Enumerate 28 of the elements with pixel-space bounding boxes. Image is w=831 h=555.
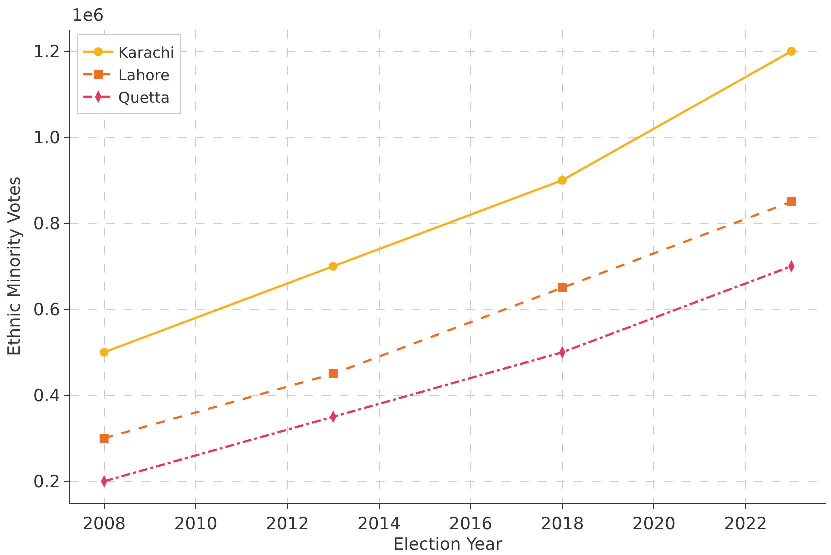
y-tick-label: 0.6 (33, 300, 60, 320)
point (558, 176, 568, 185)
point (100, 348, 109, 357)
x-tick-label: 2008 (82, 514, 126, 534)
x-tick-label: 2012 (266, 514, 310, 534)
y-tick-label: 0.4 (33, 386, 60, 406)
y-tick-label: 0.2 (33, 472, 60, 492)
legend-label: Quetta (118, 88, 170, 107)
legend-label: Karachi (118, 44, 175, 62)
point (787, 47, 796, 56)
y-tick-label: 0.8 (33, 214, 60, 234)
x-tick-label: 2018 (540, 514, 584, 534)
x-tick-label: 2022 (724, 514, 768, 534)
point (558, 284, 568, 292)
y-tick-label: 1.2 (33, 42, 60, 62)
legend-label: Lahore (118, 66, 170, 84)
x-tick-label: 2020 (632, 514, 676, 534)
x-tick-label: 2016 (449, 514, 493, 534)
x-tick-label: 2010 (174, 514, 218, 534)
x-tick-label: 2014 (358, 514, 401, 534)
text: 1e6 (72, 6, 104, 26)
x-axis-title: Election Year (393, 534, 503, 555)
point (328, 370, 338, 378)
y-tick-label: 1.0 (33, 128, 60, 148)
point (328, 262, 338, 271)
y-axis-title: Ethnic Minority Votes (5, 176, 26, 356)
point (100, 434, 109, 443)
point (787, 198, 796, 206)
